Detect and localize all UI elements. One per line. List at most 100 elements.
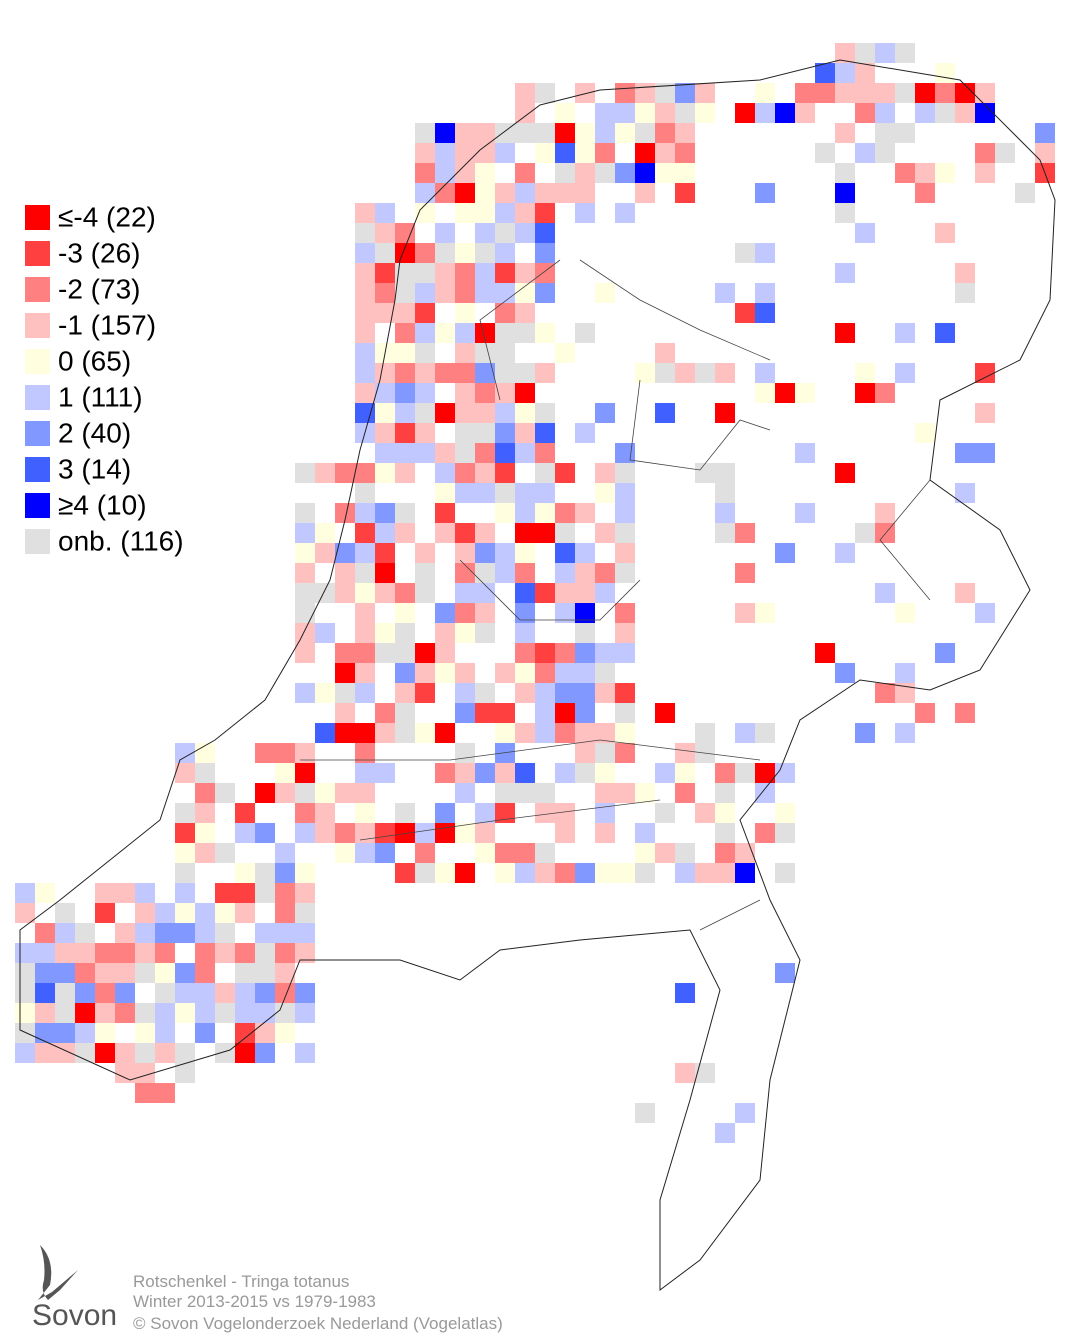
grid-cell xyxy=(935,63,955,83)
grid-cell xyxy=(955,583,975,603)
grid-cell xyxy=(535,423,555,443)
grid-cell xyxy=(575,163,595,183)
grid-cell xyxy=(435,163,455,183)
grid-cell xyxy=(475,383,495,403)
grid-cell xyxy=(975,403,995,423)
grid-cell xyxy=(395,703,415,723)
grid-cell xyxy=(515,323,535,343)
grid-cell xyxy=(735,103,755,123)
grid-cell xyxy=(615,683,635,703)
grid-cell xyxy=(875,103,895,123)
grid-cell xyxy=(335,723,355,743)
grid-cell xyxy=(135,903,155,923)
grid-cell xyxy=(135,943,155,963)
grid-cell xyxy=(535,83,555,103)
grid-cell xyxy=(455,423,475,443)
grid-cell xyxy=(275,843,295,863)
grid-cell xyxy=(415,663,435,683)
grid-cell xyxy=(155,943,175,963)
grid-cell xyxy=(415,683,435,703)
grid-cell xyxy=(715,843,735,863)
grid-cell xyxy=(535,223,555,243)
grid-cell xyxy=(135,883,155,903)
grid-cell xyxy=(355,563,375,583)
legend-label: ≤-4 (22) xyxy=(58,201,156,232)
grid-cell xyxy=(355,223,375,243)
grid-cell xyxy=(395,443,415,463)
grid-cell xyxy=(415,583,435,603)
grid-cell xyxy=(455,783,475,803)
grid-cell xyxy=(295,803,315,823)
grid-cell xyxy=(555,603,575,623)
grid-cell xyxy=(375,823,395,843)
grid-cell xyxy=(295,783,315,803)
grid-cell xyxy=(935,83,955,103)
grid-cell xyxy=(615,863,635,883)
grid-cell xyxy=(895,43,915,63)
grid-cell xyxy=(835,163,855,183)
grid-cell xyxy=(675,143,695,163)
grid-cell xyxy=(835,83,855,103)
grid-cell xyxy=(295,903,315,923)
grid-cell xyxy=(795,383,815,403)
grid-cell xyxy=(455,683,475,703)
grid-cell xyxy=(775,823,795,843)
grid-cell xyxy=(575,183,595,203)
grid-cell xyxy=(335,663,355,683)
grid-cell xyxy=(535,123,555,143)
grid-cell xyxy=(35,943,55,963)
grid-cell xyxy=(355,523,375,543)
grid-cell xyxy=(595,743,615,763)
grid-cell xyxy=(915,423,935,443)
grid-cell xyxy=(555,583,575,603)
grid-cell xyxy=(235,1043,255,1063)
grid-cell xyxy=(55,1043,75,1063)
grid-cell xyxy=(435,803,455,823)
grid-cell xyxy=(635,163,655,183)
legend-label: 0 (65) xyxy=(58,345,131,376)
grid-cell xyxy=(195,803,215,823)
grid-cell xyxy=(555,503,575,523)
grid-cell xyxy=(695,83,715,103)
grid-cell xyxy=(335,783,355,803)
grid-cell xyxy=(295,583,315,603)
grid-cell xyxy=(455,763,475,783)
grid-cell xyxy=(335,503,355,523)
grid-cell xyxy=(415,343,435,363)
grid-cell xyxy=(415,383,435,403)
grid-cell xyxy=(635,83,655,103)
grid-cell xyxy=(615,103,635,123)
grid-cell xyxy=(495,463,515,483)
grid-cell xyxy=(475,223,495,243)
grid-cell xyxy=(475,263,495,283)
grid-cell xyxy=(135,923,155,943)
grid-cell xyxy=(495,703,515,723)
grid-cell xyxy=(615,503,635,523)
grid-cell xyxy=(535,803,555,823)
grid-cell xyxy=(535,843,555,863)
grid-cell xyxy=(495,843,515,863)
grid-cell xyxy=(215,923,235,943)
grid-cell xyxy=(855,523,875,543)
grid-cell xyxy=(775,803,795,823)
grid-cell xyxy=(935,103,955,123)
grid-cell xyxy=(315,543,335,563)
grid-cell xyxy=(655,163,675,183)
grid-cell xyxy=(975,83,995,103)
grid-cell xyxy=(515,383,535,403)
grid-cell xyxy=(115,883,135,903)
grid-cell xyxy=(115,923,135,943)
grid-cell xyxy=(535,503,555,523)
grid-cell xyxy=(395,823,415,843)
grid-cell xyxy=(975,363,995,383)
grid-cell xyxy=(455,703,475,723)
grid-cell xyxy=(35,1003,55,1023)
grid-cell xyxy=(475,583,495,603)
grid-cell xyxy=(575,563,595,583)
grid-cell xyxy=(575,423,595,443)
grid-cell xyxy=(755,783,775,803)
grid-cell xyxy=(535,203,555,223)
grid-cell xyxy=(495,543,515,563)
grid-cell xyxy=(335,563,355,583)
grid-cell xyxy=(595,823,615,843)
